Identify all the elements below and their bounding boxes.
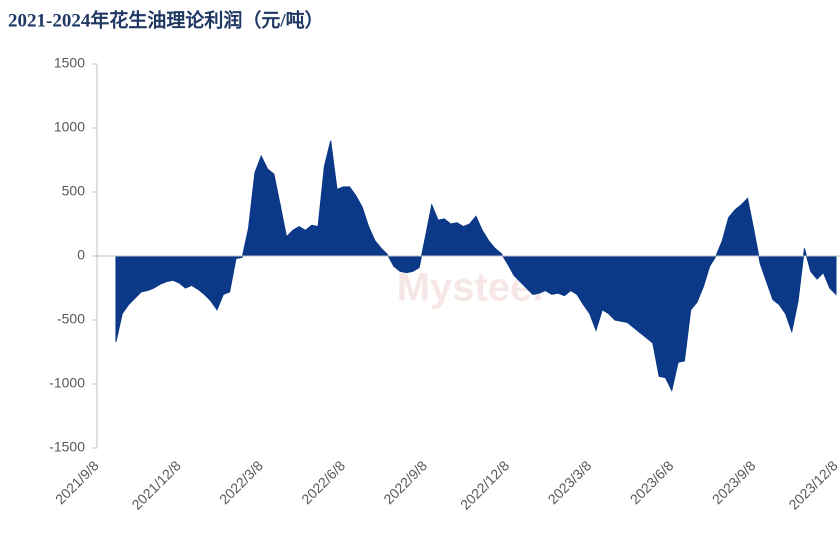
y-tick-label: 1500: [54, 55, 85, 71]
y-tick-label: 0: [77, 247, 85, 263]
x-tick-label: 2023/9/8: [709, 457, 759, 507]
y-tick-label: 1000: [54, 119, 85, 135]
y-tick-label: 500: [62, 183, 86, 199]
x-tick-label: 2021/12/8: [128, 457, 184, 513]
y-tick-label: -500: [57, 311, 85, 327]
y-tick-label: -1000: [49, 375, 85, 391]
chart-title: 2021-2024年花生油理论利润（元/吨）: [8, 8, 324, 31]
x-tick-label: 2021/9/8: [52, 457, 102, 507]
y-tick-label: -1500: [49, 439, 85, 455]
area: [115, 140, 837, 392]
x-tick-label: 2023/6/8: [627, 457, 677, 507]
x-tick-label: 2022/12/8: [457, 457, 513, 513]
x-tick-label: 2023/12/8: [785, 457, 840, 513]
x-tick-label: 2023/3/8: [545, 457, 595, 507]
x-tick-label: 2022/6/8: [298, 457, 348, 507]
x-tick-label: 2022/9/8: [380, 457, 430, 507]
x-tick-label: 2022/3/8: [216, 457, 266, 507]
